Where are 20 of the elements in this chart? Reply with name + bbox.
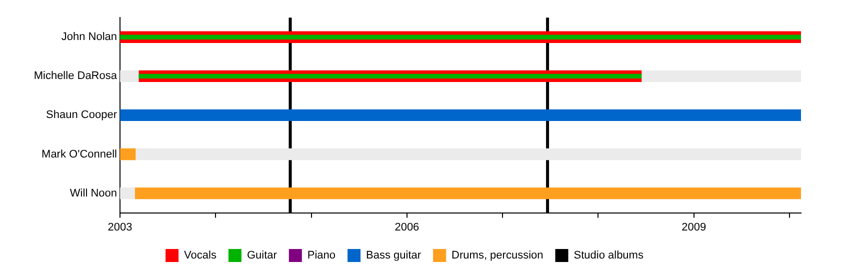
bar	[134, 187, 801, 200]
x-tick-label: 2009	[682, 221, 706, 234]
y-tick-label: John Nolan	[61, 31, 117, 44]
bar	[120, 109, 801, 122]
legend-label: Studio albums	[574, 250, 644, 262]
bar	[120, 187, 136, 200]
y-tick-label: Shaun Cooper	[46, 109, 118, 122]
x-tick-label: 2003	[108, 221, 132, 234]
x-tick-label: 2006	[394, 221, 420, 234]
y-tick-label: Will Noon	[70, 187, 117, 200]
bar	[138, 74, 642, 78]
y-tick-label: Michelle DaRosa	[34, 70, 118, 82]
bar	[120, 34, 801, 40]
bar	[120, 148, 136, 160]
y-tick-label: Mark O'Connell	[42, 148, 117, 160]
legend-label: Vocals	[184, 250, 217, 262]
legend-label: Piano	[307, 250, 336, 262]
legend-label: Drums, percussion	[452, 250, 544, 262]
legend-label: Guitar	[246, 250, 278, 262]
legend-label: Bass guitar	[366, 250, 422, 262]
